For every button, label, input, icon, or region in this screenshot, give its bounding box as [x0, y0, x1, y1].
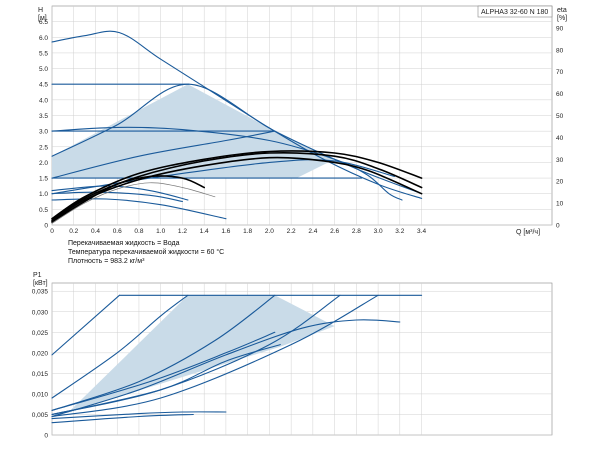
top-y-tick-label: 1.0	[39, 191, 48, 198]
top-y2-tick-label: 40	[556, 135, 564, 142]
top-y-tick-label: 3.5	[39, 113, 48, 120]
top-y-tick-labels: 0 0.5 1.0 1.5 2.0 2.5 3.0 3.5 4.0 4.5 5.0 5.5 6.0 6.5	[39, 19, 48, 229]
top-x-axis-label: Q [м³/ч]	[516, 229, 540, 236]
top-y2-axis-unit: [%]	[557, 15, 567, 22]
product-label: ALPHA3 32-60 N 180	[481, 9, 548, 16]
bottom-y-tick-labels: 0 0,005 0,010 0,015 0,020 0,025 0,030 0,035	[32, 289, 49, 440]
top-x-tick-label: 2.2	[287, 228, 296, 235]
top-y2-tick-label: 70	[556, 69, 564, 76]
bottom-series-p1-low-flat	[51, 411, 227, 420]
top-series-efficiency-high	[51, 152, 423, 222]
top-y-tick-label: 6.5	[39, 19, 48, 26]
top-y-tick-label: 2.0	[39, 160, 48, 167]
bottom-y-tick-label: 0,015	[32, 371, 49, 378]
bottom-y-tick-label: 0,020	[32, 350, 49, 357]
top-series-proportional-pressure-middle	[51, 130, 276, 179]
top-x-tick-label: 3.4	[417, 228, 426, 235]
bottom-series-p1-efficiency-hump	[51, 319, 401, 418]
top-x-tick-label: 1.2	[178, 228, 187, 235]
top-x-tick-label: 3.0	[374, 228, 383, 235]
note-temperature: Температура перекачиваемой жидкости = 60…	[68, 248, 224, 256]
fluid-notes: Перекачиваемая жидкость = Вода Температу…	[68, 240, 224, 265]
top-series-low-curve-3	[51, 185, 189, 201]
top-x-tick-label: 0.8	[134, 228, 143, 235]
product-label-box	[477, 5, 553, 18]
top-y2-axis-label: eta	[557, 7, 567, 14]
top-x-tick-label: 2.6	[330, 228, 339, 235]
top-series-efficiency-max	[51, 150, 423, 220]
top-y2-tick-labels: 0 10 20 30 40 50 60 70 80 90	[556, 25, 564, 229]
top-y2-tick-label: 50	[556, 113, 564, 120]
top-y2-tick-label: 10	[556, 201, 564, 208]
top-x-tick-label: 1.8	[243, 228, 252, 235]
top-y-axis-unit: [м]	[38, 15, 47, 22]
top-series-auto-adapt-hump	[51, 126, 403, 201]
bottom-y-tick-label: 0,005	[32, 412, 49, 419]
top-y-tick-label: 0.5	[39, 207, 48, 214]
top-x-tick-label: 2.0	[265, 228, 274, 235]
bottom-series-p1-mid	[51, 344, 281, 416]
top-series-low-curve-1	[51, 198, 227, 220]
top-y2-tick-label: 20	[556, 179, 564, 186]
bottom-series-p1-rise-5	[51, 294, 379, 418]
bottom-y-axis-unit: [кВт]	[33, 280, 48, 287]
top-y-tick-label: 4.0	[39, 97, 48, 104]
top-series-max-curve	[51, 30, 423, 199]
top-y2-tick-label: 80	[556, 47, 564, 54]
bottom-y-tick-label: 0,010	[32, 391, 49, 398]
top-y-tick-label: 6.0	[39, 35, 48, 42]
top-y-tick-label: 2.5	[39, 144, 48, 151]
top-y2-tick-label: 30	[556, 157, 564, 164]
top-y-tick-label: 1.5	[39, 176, 48, 183]
top-y-tick-label: 0	[44, 223, 48, 230]
bottom-y-tick-label: 0	[44, 433, 48, 440]
top-series-low-curve-2	[51, 191, 183, 203]
bottom-y-axis-label: P1	[33, 272, 42, 279]
top-y2-tick-label: 90	[556, 25, 564, 32]
bottom-series-p1-rise-3	[51, 294, 276, 411]
top-y-tick-label: 5.5	[39, 50, 48, 57]
top-series-efficiency-low	[51, 175, 205, 223]
bottom-series-p1-lowest	[51, 413, 194, 424]
top-x-tick-label: 2.8	[352, 228, 361, 235]
top-y2-tick-label: 0	[556, 223, 560, 230]
bottom-series-p1-auto-adapt	[51, 331, 276, 411]
top-x-tick-labels: 0 0.2 0.4 0.6 0.8 1.0 1.2 1.4 1.6 1.8 2.0 2.2 2.4 2.6…	[50, 228, 426, 235]
bottom-series-group	[51, 294, 423, 424]
top-x-tick-label: 0.4	[91, 228, 100, 235]
top-series-group	[51, 30, 423, 224]
top-y-axis-label: H	[38, 7, 43, 14]
top-x-tick-label: 1.4	[200, 228, 209, 235]
bottom-series-p1-rise-2	[51, 294, 189, 399]
note-fluid: Перекачиваемая жидкость = Вода	[68, 240, 180, 247]
top-x-tick-label: 0.6	[113, 228, 122, 235]
top-chart: 0 0.2 0.4 0.6 0.8 1.0 1.2 1.4 1.6 1.8 2.0 2.2 2.4 2.6…	[38, 5, 567, 236]
top-y-tick-label: 5.0	[39, 66, 48, 73]
top-y-tick-label: 4.5	[39, 82, 48, 89]
bottom-series-p1-rise-1	[51, 294, 120, 356]
top-x-tick-label: 0	[50, 228, 54, 235]
top-x-tick-label: 3.2	[395, 228, 404, 235]
note-density: Плотность = 983.2 кг/м³	[68, 258, 145, 265]
top-series-efficiency-thin	[51, 182, 216, 224]
bottom-y-tick-label: 0,035	[32, 289, 49, 296]
bottom-y-tick-label: 0,030	[32, 309, 49, 316]
top-x-tick-label: 1.6	[221, 228, 230, 235]
top-x-tick-label: 0.2	[69, 228, 78, 235]
top-y2-tick-label: 60	[556, 91, 564, 98]
bottom-y-tick-label: 0,025	[32, 330, 49, 337]
top-y-tick-label: 3.0	[39, 129, 48, 136]
top-x-tick-label: 2.4	[308, 228, 317, 235]
top-x-tick-label: 1.0	[156, 228, 165, 235]
